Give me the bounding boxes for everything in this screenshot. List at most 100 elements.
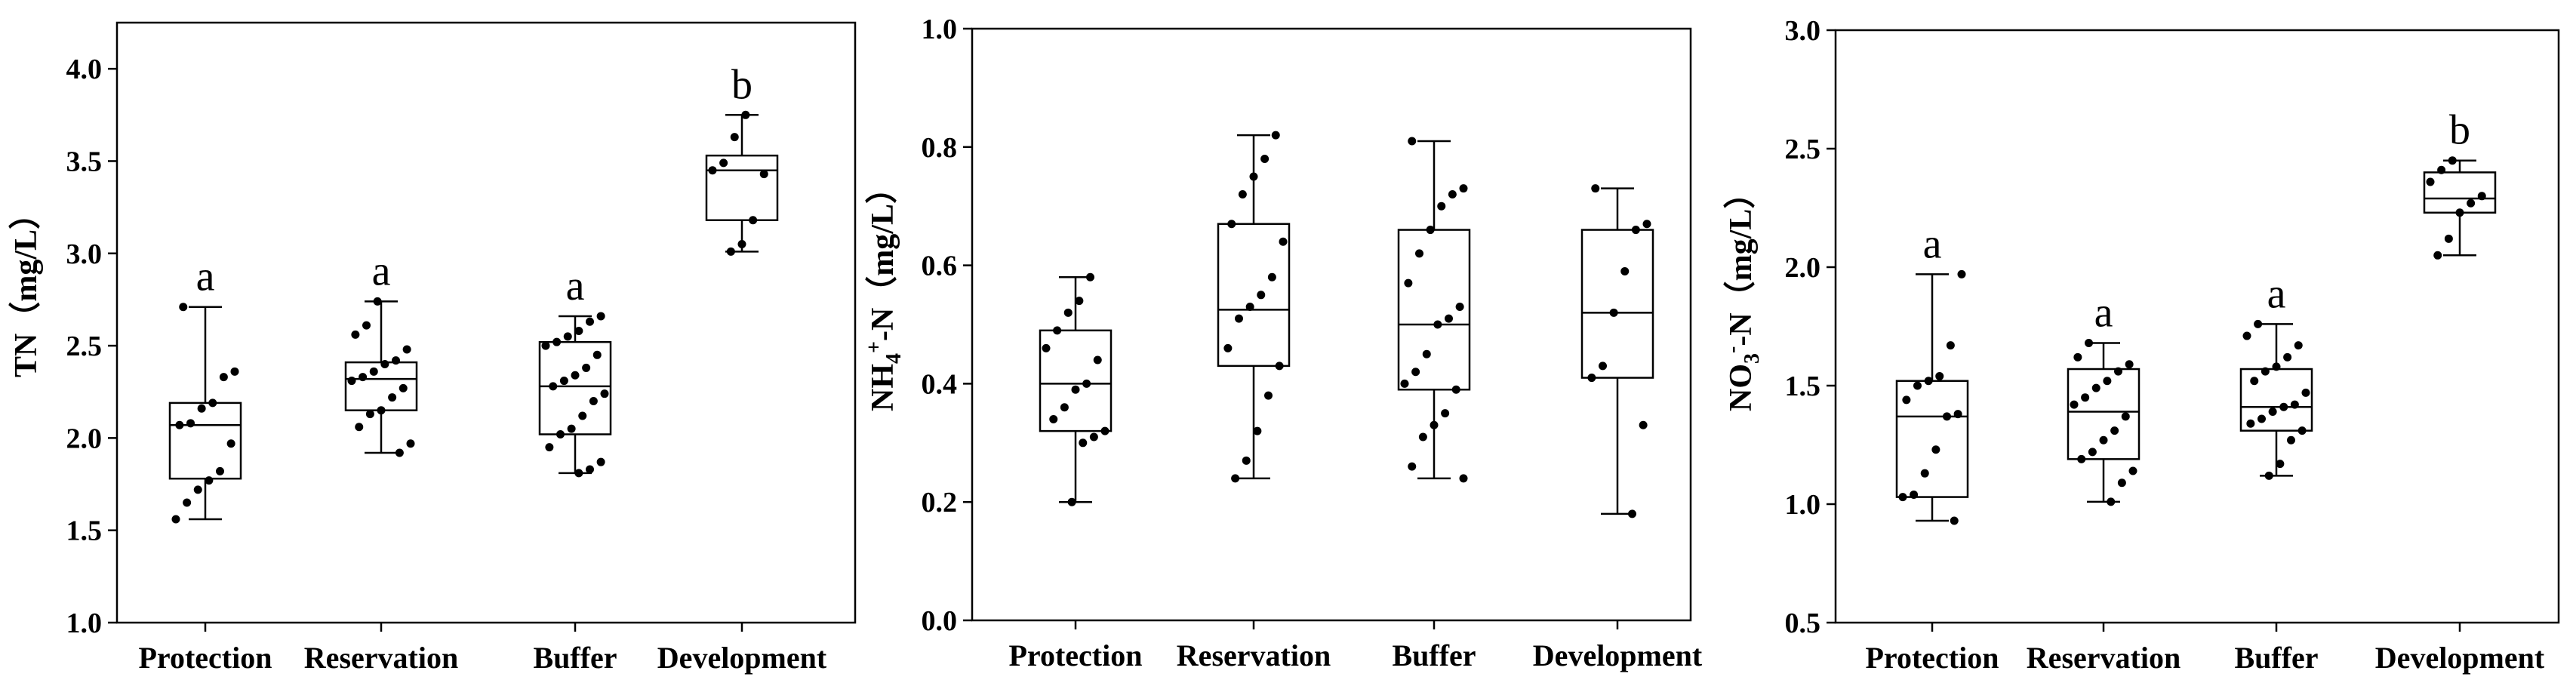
data-point [395, 448, 404, 457]
data-point [749, 216, 758, 225]
data-point [541, 341, 550, 350]
y-tick-label: 2.5 [66, 331, 103, 362]
box-buffer: a [2239, 270, 2313, 480]
data-point [1950, 516, 1959, 525]
category-label: Reservation [1177, 638, 1331, 672]
data-point [1642, 220, 1651, 229]
data-point [2114, 367, 2122, 376]
y-tick-label: 3.0 [66, 238, 103, 270]
data-point [351, 330, 360, 339]
box-development: b [705, 61, 779, 256]
data-point [1093, 355, 1102, 365]
data-point [1408, 137, 1417, 146]
data-point [230, 367, 239, 376]
data-point [2077, 454, 2086, 463]
data-point [197, 404, 206, 413]
data-point [1071, 385, 1080, 394]
data-point [741, 110, 750, 119]
data-point [1253, 426, 1262, 435]
data-point [571, 371, 580, 380]
data-point [1426, 226, 1435, 235]
box-development [1580, 184, 1654, 518]
data-point [596, 457, 605, 466]
box-protection: a [1895, 220, 1969, 525]
data-point [2257, 414, 2266, 423]
significance-letter: b [731, 61, 752, 108]
data-point [1260, 154, 1270, 163]
data-point [1418, 432, 1427, 441]
y-label-part: -N [866, 308, 900, 341]
y-label-sup: + [863, 341, 886, 353]
data-point [596, 312, 605, 321]
data-point [589, 396, 598, 405]
data-point [373, 297, 382, 306]
data-point [406, 439, 415, 448]
data-point [2448, 156, 2457, 165]
y-tick-label: 0.6 [922, 251, 958, 282]
plot-frame [115, 21, 857, 624]
y-label-main: TN [9, 334, 44, 377]
y-tick-label: 1.0 [66, 608, 103, 639]
y-label-unit: （mg/L） [1723, 177, 1759, 313]
data-point [369, 367, 378, 376]
data-point [1609, 308, 1618, 317]
data-point [1620, 266, 1630, 275]
y-axis-label: NO3--N（mg/L） [1721, 177, 1764, 411]
data-point [179, 303, 188, 312]
significance-letter: a [2094, 289, 2113, 336]
data-point [2294, 341, 2303, 350]
data-point [2437, 165, 2446, 174]
data-point [2272, 362, 2281, 371]
data-point [1245, 302, 1254, 311]
data-point [719, 158, 728, 168]
data-point [1913, 381, 1922, 390]
y-tick-label: 0.2 [922, 487, 958, 518]
y-tick-label: 2.0 [1785, 252, 1821, 284]
data-point [1257, 291, 1266, 300]
data-point [549, 382, 558, 391]
data-point [1079, 438, 1088, 448]
data-point [2279, 402, 2288, 411]
data-point [1591, 184, 1600, 193]
data-point [2455, 208, 2464, 217]
data-point [1271, 131, 1280, 140]
data-point [1279, 237, 1288, 246]
data-point [1943, 412, 1951, 421]
data-point [1415, 249, 1423, 258]
data-point [1957, 269, 1966, 278]
box-reservation: a [344, 248, 418, 457]
iqr-box [2423, 171, 2497, 214]
data-point [355, 423, 364, 432]
category-label: Buffer [1392, 638, 1476, 672]
data-point [1631, 226, 1640, 235]
data-point [359, 373, 368, 382]
category-label: Reservation [304, 641, 458, 675]
data-point [2103, 377, 2112, 386]
data-point [2433, 251, 2442, 260]
data-point [2250, 377, 2259, 386]
category-label: Reservation [2027, 641, 2181, 675]
data-point [1060, 403, 1069, 412]
category-label: Development [657, 641, 827, 675]
data-point [2246, 419, 2255, 428]
data-point [1920, 469, 1929, 478]
data-point [1223, 343, 1233, 352]
data-point [1455, 302, 1464, 311]
data-point [1935, 371, 1944, 380]
data-point [1235, 314, 1243, 323]
box-reservation [1217, 131, 1291, 483]
data-point [556, 429, 565, 438]
no3-panel: 0.5 1.0 1.5 2.0 2.5 3.0 Protection Reservation B… [1721, 15, 2560, 675]
significance-letter: a [372, 248, 391, 294]
data-point [2426, 177, 2435, 186]
data-point [2081, 393, 2090, 402]
data-point [1445, 314, 1453, 323]
data-point [574, 469, 583, 478]
y-axis-label: NH4+-N（mg/L） [863, 172, 906, 411]
data-point [175, 420, 184, 429]
y-tick-label: 3.5 [66, 146, 103, 177]
data-point [1063, 308, 1073, 317]
data-point [2268, 408, 2277, 417]
data-point [2276, 460, 2285, 469]
data-point [219, 373, 228, 382]
